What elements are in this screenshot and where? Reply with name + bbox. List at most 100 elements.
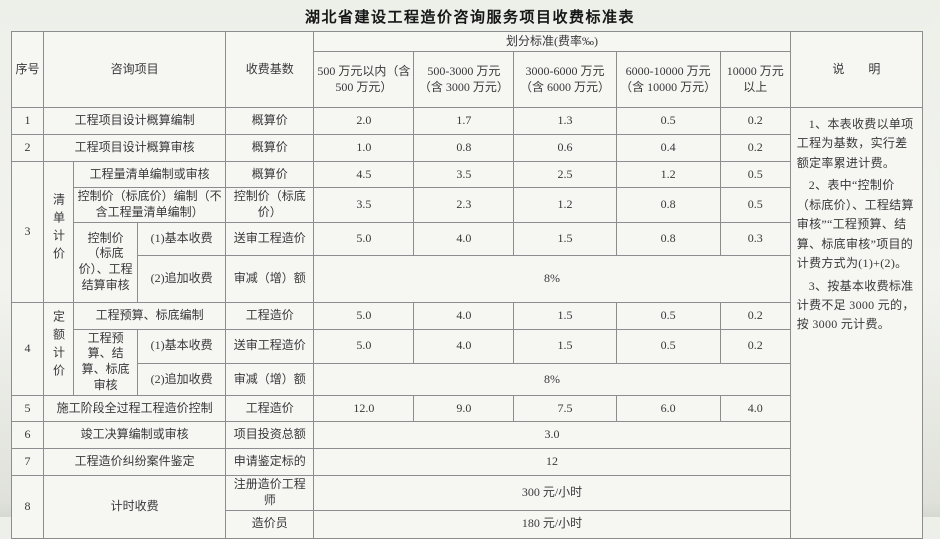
row-2-rate-4: 0.4 (615, 134, 721, 162)
row-4a-rate-5: 0.2 (719, 301, 791, 330)
row-5-rate-2: 9.0 (413, 394, 515, 422)
row-3c1-rate-5: 0.3 (719, 221, 791, 256)
row-2-rate-2: 0.8 (413, 134, 515, 162)
table-row: 控制价（标底价）、工程结算审核 (1)基本收费 送审工程造价 5.0 4.0 1… (12, 221, 923, 303)
row-5-item: 施工阶段全过程工程造价控制 (43, 394, 227, 422)
row-3a-rate-1: 4.5 (313, 161, 415, 188)
table-row: 控制价（标底价）编制（不含工程量清单编制） 控制价（标底价） 3.5 2.3 1… (12, 187, 923, 223)
row-1-rate-1: 2.0 (313, 107, 415, 135)
row-4a-rate-4: 0.5 (615, 301, 721, 330)
row-3b-rate-3: 1.2 (513, 187, 617, 223)
row-4b1-rate-5: 0.2 (719, 328, 791, 365)
row-3c1-base: 送审工程造价 (225, 221, 315, 256)
row-7-base: 申请鉴定标的 (225, 447, 315, 476)
row-3b-rate-1: 3.5 (313, 187, 415, 223)
row-1-rate-3: 1.3 (513, 107, 617, 135)
row-6-rate-span: 3.0 (313, 420, 791, 449)
row-1-rate-5: 0.2 (719, 107, 791, 135)
table-row: 工程预算、结算、标底审核 (1)基本收费 送审工程造价 5.0 4.0 1.5 … (12, 328, 923, 396)
row-3-num: 3 (10, 161, 45, 303)
row-4a-rate-3: 1.5 (513, 301, 617, 330)
row-5-base: 工程造价 (225, 394, 315, 422)
table-row: (2)追加收费 审减（增）额 8% (12, 254, 923, 303)
row-5-rate-5: 4.0 (719, 394, 791, 422)
row-4b2-base: 审减（增）额 (225, 363, 315, 396)
row-3c2-rate-span: 8% (313, 254, 791, 303)
header-range-5: 10000 万元以上 (719, 51, 791, 108)
row-4b1-base: 送审工程造价 (225, 328, 315, 365)
row-8a-rate-span: 300 元/小时 (313, 474, 791, 511)
row-4b1-rate-3: 1.5 (513, 328, 617, 365)
row-3b-rate-5: 0.5 (719, 187, 791, 223)
row-4b1-sub: (1)基本收费 (137, 328, 227, 365)
header-range-1: 500 万元以内（含 500 万元） (313, 51, 415, 108)
note-2: 2、表中“控制价（标底价）、工程结算审核”“工程预算、结算、标底审核”项目的计费… (796, 178, 914, 271)
row-3c1-sub: (1)基本收费 (137, 221, 227, 256)
header-range-4: 6000-10000 万元（含 10000 万元） (615, 51, 721, 108)
row-4a-rate-2: 4.0 (413, 301, 515, 330)
table-row: (2)追加收费 审减（增）额 8% (12, 363, 923, 396)
row-3b-base: 控制价（标底价） (225, 187, 315, 223)
header-note: 说 明 (789, 31, 924, 108)
row-4a-item: 工程预算、标底编制 (73, 301, 227, 330)
row-1-num: 1 (10, 107, 45, 135)
note-1: 1、本表收费以单项工程为基数，实行差额定率累进计费。 (796, 117, 914, 170)
row-7-item: 工程造价纠纷案件鉴定 (43, 447, 227, 476)
row-1-item: 工程项目设计概算编制 (43, 107, 227, 135)
row-1-rate-4: 0.5 (615, 107, 721, 135)
row-6-item: 竣工决算编制或审核 (43, 420, 227, 449)
row-3a-item: 工程量清单编制或审核 (73, 161, 227, 188)
row-8b-rate-span: 180 元/小时 (313, 509, 791, 539)
header-range-2: 500-3000 万元（含 3000 万元） (413, 51, 515, 108)
header-row-2: 500 万元以内（含 500 万元） 500-3000 万元（含 3000 万元… (12, 51, 923, 108)
row-4-num: 4 (10, 301, 45, 396)
row-6-base: 项目投资总额 (225, 420, 315, 449)
row-4a-rate-1: 5.0 (313, 301, 415, 330)
row-3-group: 清单计价 (43, 161, 75, 303)
header-rate-group: 划分标准(费率‰) (313, 31, 791, 52)
header-row-1: 序号 咨询项目 收费基数 划分标准(费率‰) 说 明 (10, 31, 924, 108)
row-3b-rate-4: 0.8 (615, 187, 721, 223)
row-3c-item: 控制价（标底价）、工程结算审核 (73, 221, 139, 303)
row-4b1-rate-4: 0.5 (615, 328, 721, 365)
row-3a-rate-4: 1.2 (615, 161, 721, 188)
table-row: 4 定额计价 工程预算、标底编制 工程造价 5.0 4.0 1.5 0.5 0.… (10, 301, 923, 396)
row-7-num: 7 (10, 447, 45, 476)
row-2-base: 概算价 (225, 134, 315, 162)
row-8-item: 计时收费 (43, 474, 227, 539)
row-3c2-sub: (2)追加收费 (137, 254, 227, 303)
row-4b1-rate-2: 4.0 (413, 328, 515, 365)
row-3c1-rate-3: 1.5 (513, 221, 617, 256)
row-4b2-sub: (2)追加收费 (137, 363, 227, 396)
row-3b-rate-2: 2.3 (413, 187, 515, 223)
header-item: 咨询项目 (43, 31, 227, 108)
table-row: 8 计时收费 注册造价工程师 300 元/小时 (10, 474, 923, 539)
row-2-num: 2 (10, 134, 45, 162)
table-row: 6 竣工决算编制或审核 项目投资总额 3.0 (10, 420, 923, 449)
header-range-3: 3000-6000 万元（含 6000 万元） (513, 51, 617, 108)
row-2-item: 工程项目设计概算审核 (43, 134, 227, 162)
fee-standard-table: 序号 咨询项目 收费基数 划分标准(费率‰) 说 明 500 万元以内（含 50… (10, 31, 924, 539)
row-8-num: 8 (10, 474, 45, 539)
row-1-base: 概算价 (225, 107, 315, 135)
row-2-rate-3: 0.6 (513, 134, 617, 162)
row-3a-rate-5: 0.5 (719, 161, 791, 188)
header-base: 收费基数 (225, 31, 315, 108)
table-row: 7 工程造价纠纷案件鉴定 申请鉴定标的 12 (10, 447, 923, 476)
note-3: 3、按基本收费标准计费不足 3000 元的，按 3000 元计费。 (796, 278, 915, 332)
row-7-rate-span: 12 (313, 447, 791, 476)
notes-cell: 1、本表收费以单项工程为基数，实行差额定率累进计费。 2、表中“控制价（标底价）… (789, 107, 924, 539)
row-2-rate-1: 1.0 (313, 134, 415, 162)
row-3c1-rate-4: 0.8 (615, 221, 721, 256)
row-4b1-rate-1: 5.0 (313, 328, 415, 365)
row-4-group: 定额计价 (43, 301, 75, 396)
row-6-num: 6 (10, 420, 45, 449)
row-5-rate-4: 6.0 (615, 394, 721, 422)
row-4-group-label: 定额计价 (51, 310, 66, 383)
header-xh: 序号 (10, 31, 45, 108)
row-2-rate-5: 0.2 (719, 134, 791, 162)
row-3c1-rate-1: 5.0 (313, 221, 415, 256)
row-5-num: 5 (10, 394, 45, 422)
table-row: 5 施工阶段全过程工程造价控制 工程造价 12.0 9.0 7.5 6.0 4.… (10, 394, 923, 422)
